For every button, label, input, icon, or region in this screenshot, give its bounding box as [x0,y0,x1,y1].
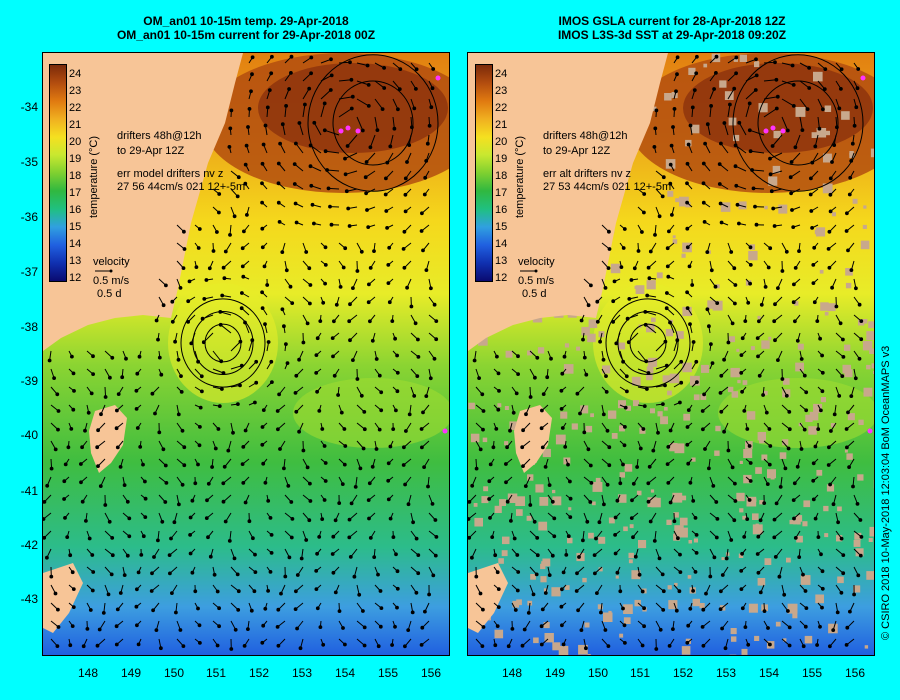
velocity-label: velocity [93,256,130,268]
drifters-legend: drifters 48h@12h [543,130,628,142]
colorbar-tick: 21 [495,119,508,131]
velocity-label: velocity [518,256,555,268]
latitude-label: -36 [20,210,38,224]
latitude-label: -40 [20,428,38,442]
latitude-label: -37 [20,265,38,279]
colorbar-tick: 17 [495,187,508,199]
satellite-map-canvas [468,53,874,655]
colorbar-tick: 12 [69,272,82,284]
velocity-scale: 0.5 m/s [518,275,555,287]
velocity-time: 0.5 d [522,288,547,300]
longitude-label: 150 [163,666,185,680]
colorbar-tick: 14 [495,238,508,250]
colorbar-tick: 22 [69,102,82,114]
colorbar-tick: 14 [69,238,82,250]
colorbar-tick: 17 [69,187,82,199]
right-panel-title: IMOS GSLA current for 28-Apr-2018 12Z IM… [462,14,882,42]
latitude-label: -35 [20,155,38,169]
colorbar-tick: 20 [495,136,508,148]
error-values: 27 56 44cm/s 021 12+-5m [117,181,246,193]
longitude-label: 152 [672,666,694,680]
error-values: 27 53 44cm/s 021 12+-5m [543,181,672,193]
colorbar-title: temperature (°C) [88,135,100,218]
colorbar-tick: 12 [495,272,508,284]
velocity-scale: 0.5 m/s [93,275,130,287]
colorbar-tick: 18 [69,170,82,182]
drifters-legend-time: to 29-Apr 12Z [117,145,185,157]
colorbar-tick: 21 [69,119,82,131]
colorbar-title: temperature (°C) [514,135,526,218]
right-title-line2: IMOS L3S-3d SST at 29-Apr-2018 09:20Z [557,28,787,42]
colorbar-tick: 20 [69,136,82,148]
latitude-label: -38 [20,320,38,334]
model-temperature-map[interactable] [42,52,450,656]
longitude-label: 156 [844,666,866,680]
longitude-label: 149 [120,666,142,680]
colorbar-tick: 19 [495,153,508,165]
latitude-label: -43 [20,592,38,606]
left-title-line1: OM_an01 10-15m temp. 29-Apr-2018 [143,14,349,28]
credit-text: © CSIRO 2018 10-May-2018 12:03:04 BoM Oc… [880,345,892,640]
colorbar-gradient [49,64,67,282]
colorbar-tick: 24 [495,68,508,80]
colorbar-tick: 13 [69,255,82,267]
longitude-label: 156 [420,666,442,680]
colorbar-tick: 23 [495,85,508,97]
colorbar-tick: 16 [69,204,82,216]
longitude-label: 151 [205,666,227,680]
model-map-canvas [43,53,449,655]
longitude-label: 155 [801,666,823,680]
latitude-label: -39 [20,374,38,388]
satellite-sst-map[interactable] [467,52,875,656]
right-title-line1: IMOS GSLA current for 28-Apr-2018 12Z [558,14,786,28]
longitude-label: 151 [629,666,651,680]
colorbar-tick: 19 [69,153,82,165]
longitude-label: 148 [501,666,523,680]
longitude-label: 153 [291,666,313,680]
longitude-label: 153 [715,666,737,680]
longitude-label: 154 [758,666,780,680]
colorbar-tick: 13 [495,255,508,267]
left-title-line2: OM_an01 10-15m current for 29-Apr-2018 0… [116,28,376,42]
latitude-label: -34 [20,100,38,114]
latitude-label: -41 [20,484,38,498]
colorbar-tick: 18 [495,170,508,182]
longitude-label: 149 [544,666,566,680]
longitude-label: 150 [587,666,609,680]
colorbar-gradient [475,64,493,282]
error-label: err alt drifters nv z [543,168,632,180]
drifters-legend: drifters 48h@12h [117,130,202,142]
longitude-label: 154 [334,666,356,680]
error-label: err model drifters nv z [117,168,224,180]
left-panel-title: OM_an01 10-15m temp. 29-Apr-2018 OM_an01… [36,14,456,42]
colorbar-tick: 24 [69,68,82,80]
colorbar-tick: 23 [69,85,82,97]
latitude-label: -42 [20,538,38,552]
longitude-label: 155 [377,666,399,680]
velocity-time: 0.5 d [97,288,122,300]
colorbar-tick: 16 [495,204,508,216]
colorbar-tick: 15 [69,221,82,233]
longitude-label: 152 [248,666,270,680]
colorbar-tick: 22 [495,102,508,114]
drifters-legend-time: to 29-Apr 12Z [543,145,611,157]
colorbar-tick: 15 [495,221,508,233]
longitude-label: 148 [77,666,99,680]
